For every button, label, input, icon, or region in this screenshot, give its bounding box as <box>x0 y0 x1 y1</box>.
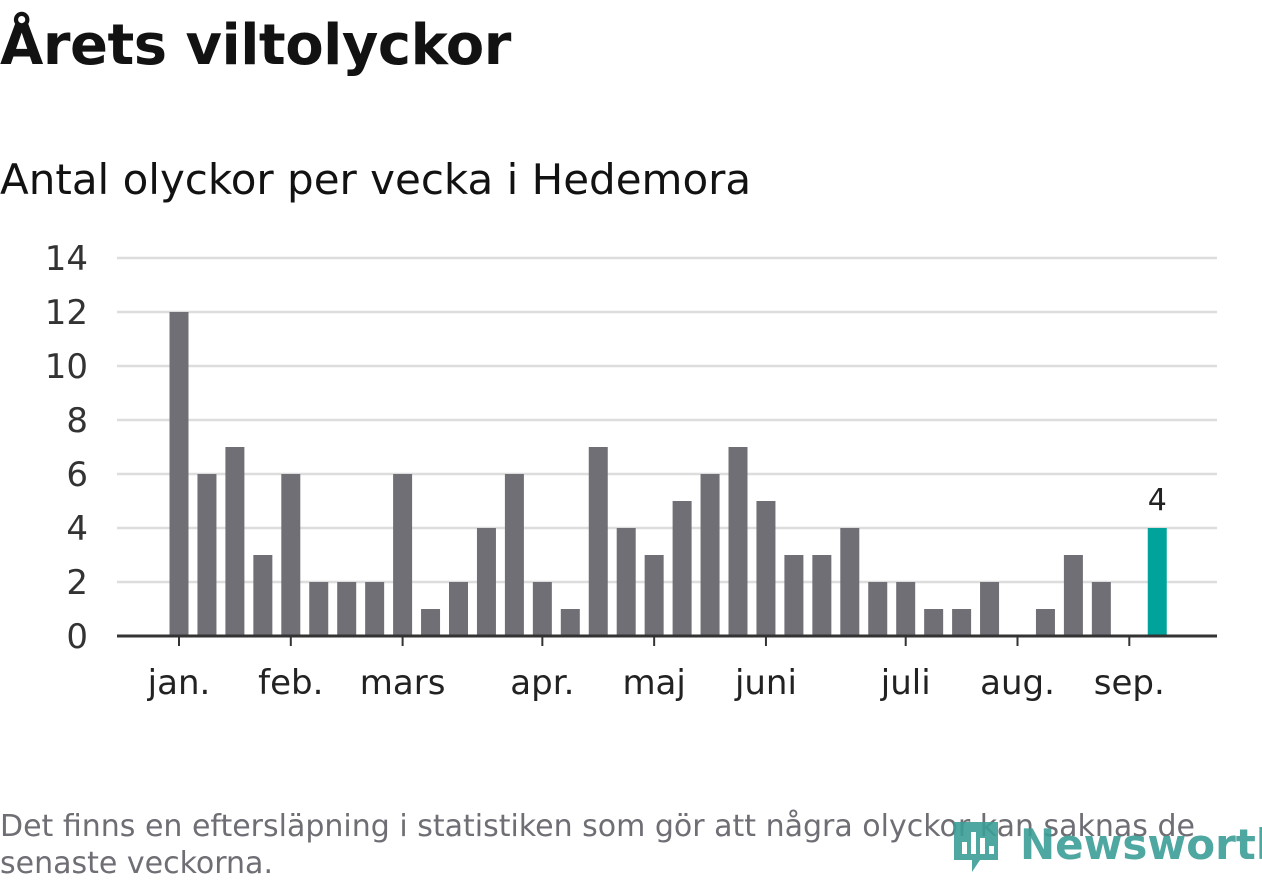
bar <box>588 447 608 636</box>
bar <box>504 474 524 636</box>
bar <box>756 501 776 636</box>
x-tick-label: aug. <box>980 663 1055 703</box>
bar <box>337 582 357 636</box>
bar <box>225 447 245 636</box>
bar <box>644 555 664 636</box>
x-tick-label: mars <box>360 663 446 703</box>
bar <box>532 582 552 636</box>
y-tick-label: 0 <box>66 617 88 657</box>
bar <box>197 474 217 636</box>
y-tick-label: 8 <box>66 401 88 441</box>
y-tick-label: 4 <box>66 509 88 549</box>
bar <box>1063 555 1083 636</box>
x-tick-label: juni <box>734 663 797 703</box>
x-tick-label: apr. <box>510 663 574 703</box>
bar <box>840 528 860 636</box>
bar <box>281 474 301 636</box>
bar <box>393 474 413 636</box>
y-tick-label: 12 <box>45 293 88 333</box>
chart-title: Årets viltolyckor <box>0 13 511 78</box>
chart-subtitle: Antal olyckor per vecka i Hedemora <box>0 155 752 204</box>
bar <box>868 582 888 636</box>
bar <box>560 609 580 636</box>
bar <box>1035 609 1055 636</box>
bar <box>784 555 804 636</box>
y-tick-label: 6 <box>66 455 88 495</box>
newsworthy-logo-icon <box>954 822 998 872</box>
bar <box>449 582 468 636</box>
bar <box>309 582 329 636</box>
y-tick-label: 2 <box>66 563 88 603</box>
bar <box>952 609 972 636</box>
bar <box>169 312 189 636</box>
bar <box>476 528 496 636</box>
y-tick-label: 14 <box>45 239 88 279</box>
bar <box>421 609 441 636</box>
bar <box>924 609 944 636</box>
highlight-bar <box>1147 528 1167 636</box>
bar <box>253 555 273 636</box>
bar <box>812 555 832 636</box>
bar <box>896 582 916 636</box>
bar <box>700 474 720 636</box>
bar <box>616 528 636 636</box>
x-tick-label: juli <box>880 663 931 703</box>
data-label: 4 <box>1148 483 1167 518</box>
x-tick-label: jan. <box>147 663 211 703</box>
bar <box>672 501 692 636</box>
bar <box>1091 582 1111 636</box>
x-tick-label: feb. <box>258 663 323 703</box>
x-tick-label: maj <box>622 663 685 703</box>
logo-text: Newsworthy <box>1020 820 1262 869</box>
bar <box>980 582 1000 636</box>
x-tick-label: sep. <box>1094 663 1165 703</box>
y-tick-label: 10 <box>45 347 88 387</box>
newsworthy-logo: Newsworthy <box>950 818 1262 876</box>
bar-chart: 0 2 4 6 8 10 12 14 4 jan. feb. mars apr. maj juni juli a… <box>45 239 1217 703</box>
bar <box>365 582 385 636</box>
bar <box>728 447 748 636</box>
